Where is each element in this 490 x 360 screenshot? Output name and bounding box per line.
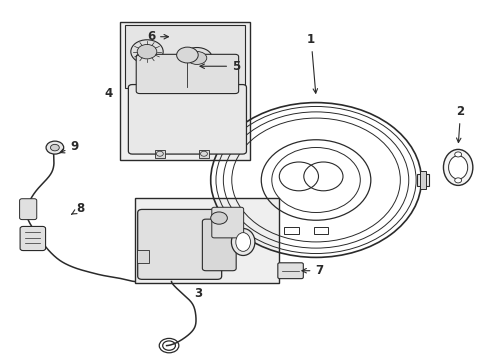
Text: 3: 3 <box>195 287 202 300</box>
Ellipse shape <box>236 233 250 251</box>
Circle shape <box>137 44 157 59</box>
Circle shape <box>211 212 227 224</box>
Text: 7: 7 <box>302 264 323 277</box>
Circle shape <box>46 141 64 154</box>
Circle shape <box>177 47 198 63</box>
Bar <box>155 150 165 158</box>
Ellipse shape <box>187 51 207 64</box>
FancyBboxPatch shape <box>136 54 239 94</box>
Ellipse shape <box>231 229 255 256</box>
Text: 5: 5 <box>200 60 240 73</box>
Bar <box>135 198 279 283</box>
Bar <box>120 22 250 160</box>
Text: 6: 6 <box>147 30 169 43</box>
Ellipse shape <box>182 48 212 68</box>
FancyBboxPatch shape <box>202 219 236 271</box>
Bar <box>284 226 299 234</box>
Bar <box>125 25 245 88</box>
Bar <box>199 150 209 158</box>
Bar <box>137 250 149 263</box>
Circle shape <box>131 40 163 63</box>
FancyBboxPatch shape <box>20 199 37 220</box>
FancyBboxPatch shape <box>212 207 244 238</box>
FancyBboxPatch shape <box>278 263 303 279</box>
Ellipse shape <box>443 149 473 185</box>
Text: 8: 8 <box>72 202 85 215</box>
Circle shape <box>455 152 462 157</box>
Bar <box>417 174 429 186</box>
FancyBboxPatch shape <box>138 210 221 279</box>
Ellipse shape <box>449 156 468 179</box>
FancyBboxPatch shape <box>20 226 46 251</box>
Circle shape <box>50 144 59 151</box>
Text: 1: 1 <box>307 33 318 93</box>
Circle shape <box>455 178 462 183</box>
Text: 9: 9 <box>60 140 78 153</box>
FancyBboxPatch shape <box>128 85 246 154</box>
Text: 2: 2 <box>457 105 465 143</box>
Bar <box>314 226 328 234</box>
Text: 4: 4 <box>105 87 113 100</box>
Bar <box>420 171 426 189</box>
